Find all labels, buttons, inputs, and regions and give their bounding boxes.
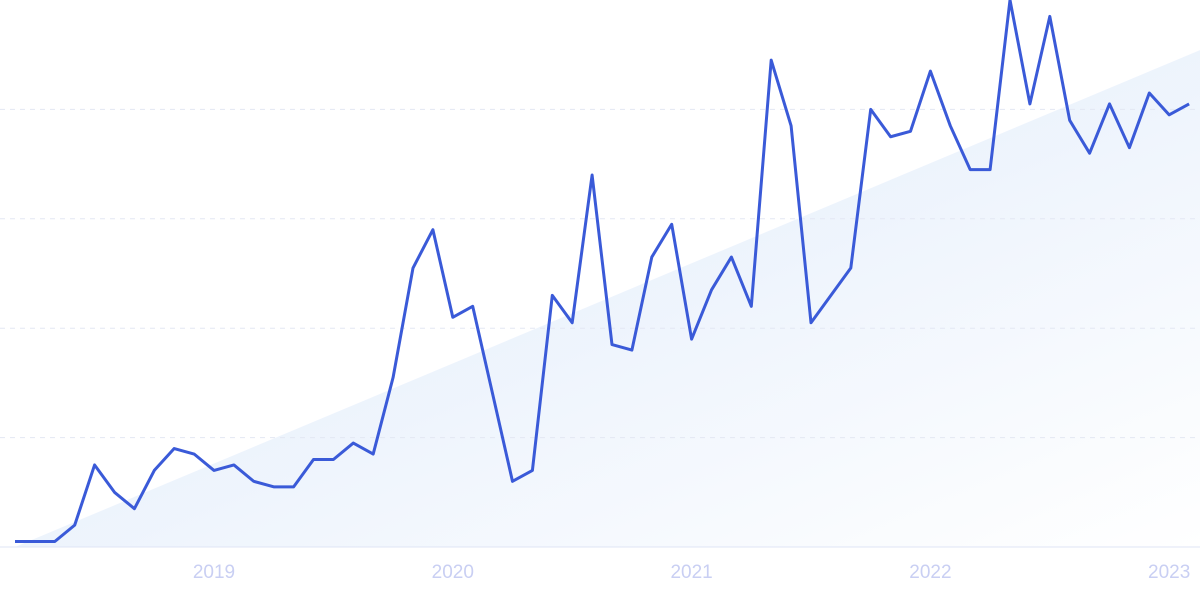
x-tick-label: 2022 [909,562,951,583]
x-tick-label: 2023 [1148,562,1190,583]
x-tick-label: 2019 [193,562,235,583]
trend-line [15,0,1190,544]
x-tick-label: 2021 [670,562,712,583]
x-tick-label: 2020 [432,562,474,583]
